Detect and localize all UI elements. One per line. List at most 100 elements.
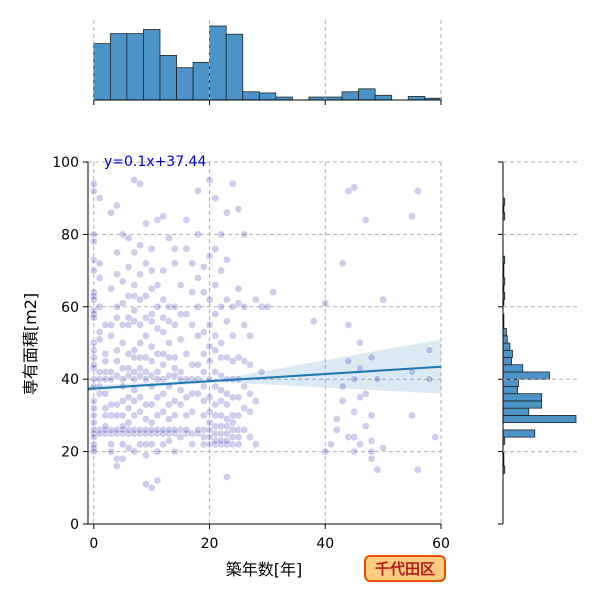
data-point [176, 368, 185, 376]
data-point [130, 346, 139, 355]
data-point [165, 302, 173, 311]
data-point [113, 426, 121, 434]
data-point [182, 350, 191, 358]
data-point [153, 447, 162, 456]
data-point [182, 411, 191, 420]
data-point [194, 302, 202, 311]
data-point [350, 375, 359, 384]
right-hist-bar [502, 378, 519, 387]
data-point [228, 411, 237, 420]
data-point [425, 346, 434, 355]
data-point [124, 234, 133, 242]
data-point [211, 422, 220, 431]
data-point [188, 440, 197, 449]
data-point [199, 350, 208, 358]
data-point [176, 433, 185, 441]
x-axis-title: 築年数[年] [226, 560, 303, 579]
data-point [199, 288, 208, 297]
data-point [118, 299, 127, 308]
data-point [95, 259, 104, 268]
data-point [234, 411, 243, 420]
data-point [153, 324, 162, 333]
data-point [361, 389, 370, 398]
data-point [211, 194, 220, 203]
data-point [142, 219, 150, 228]
data-point [124, 404, 133, 413]
data-point [89, 295, 98, 304]
data-point [176, 281, 185, 289]
data-point [147, 284, 156, 293]
data-point [113, 411, 121, 420]
data-point [130, 368, 139, 376]
data-point [113, 302, 121, 311]
data-point [107, 368, 115, 376]
data-point [101, 422, 110, 431]
data-point [95, 328, 104, 336]
data-point [147, 418, 156, 427]
data-point [188, 321, 197, 329]
data-point [228, 302, 237, 311]
data-point [147, 357, 156, 365]
data-point [234, 433, 243, 441]
data-point [217, 230, 225, 239]
data-point [240, 230, 249, 239]
data-point [361, 216, 370, 224]
data-point [153, 350, 162, 358]
data-point [205, 393, 214, 402]
right-hist-bar [502, 393, 543, 402]
data-point [211, 245, 220, 253]
data-point [194, 230, 202, 239]
data-point [159, 313, 168, 322]
data-point [338, 259, 347, 268]
data-point [165, 436, 173, 445]
data-point [130, 292, 139, 300]
data-point [338, 397, 347, 405]
data-point [89, 411, 98, 420]
data-point [142, 440, 150, 449]
data-point [234, 393, 243, 402]
x-tick-label: 40 [316, 536, 334, 552]
data-point [124, 263, 133, 271]
data-point [228, 393, 237, 402]
data-point [165, 415, 173, 423]
data-point [89, 237, 98, 246]
top-hist-bar [374, 94, 393, 101]
data-point [246, 433, 254, 441]
data-point [118, 454, 127, 463]
data-point [124, 418, 133, 427]
data-point [130, 426, 139, 434]
data-point [95, 429, 104, 438]
data-point [205, 295, 214, 304]
data-point [118, 422, 127, 431]
data-point [408, 411, 416, 420]
data-point [118, 375, 127, 384]
data-point [367, 447, 376, 456]
top-hist-bar [126, 33, 144, 101]
data-point [211, 411, 220, 420]
right-hist-bar [502, 364, 524, 373]
data-point [373, 375, 382, 384]
data-point [199, 328, 208, 336]
data-point [142, 480, 150, 489]
data-point [101, 404, 110, 413]
scatter-grid [88, 20, 580, 524]
data-point [159, 389, 168, 398]
data-point [240, 302, 249, 311]
data-point [176, 400, 185, 409]
data-point [107, 331, 115, 340]
data-point [95, 194, 104, 203]
data-point [89, 447, 98, 456]
data-point [136, 407, 144, 416]
data-point [153, 393, 162, 402]
data-point [170, 397, 179, 405]
data-point [205, 418, 214, 427]
data-point [211, 368, 220, 376]
data-point [246, 389, 254, 398]
data-point [251, 440, 260, 449]
data-point [118, 411, 127, 420]
data-point [367, 353, 376, 362]
data-point [165, 353, 173, 362]
data-point [356, 393, 364, 402]
data-point [153, 426, 162, 434]
y-axis-title: 専有面積[m2] [21, 293, 40, 395]
